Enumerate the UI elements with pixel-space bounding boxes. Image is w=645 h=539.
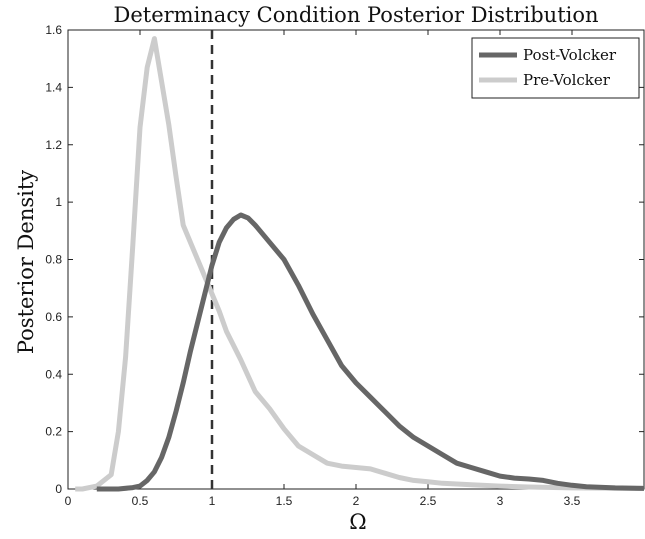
y-tick-label: 0.6 <box>45 310 62 324</box>
plot-frame <box>67 29 645 490</box>
y-tick-label: 1 <box>55 195 62 209</box>
series-line-pre-volcker <box>75 36 645 492</box>
series-lines <box>75 36 645 492</box>
series-line-post-volcker <box>96 212 645 492</box>
y-tick-label: 1.6 <box>45 23 62 37</box>
legend: Post-Volcker Pre-Volcker <box>471 37 640 99</box>
y-tick-label: 0 <box>55 482 62 496</box>
x-tick-label: 0.5 <box>132 494 149 508</box>
x-tick-label: 3 <box>497 494 504 508</box>
legend-box <box>471 37 640 99</box>
x-tick-label: 0 <box>65 494 72 508</box>
legend-label-pre-volcker: Pre-Volcker <box>523 71 611 89</box>
x-tick-label: 1.5 <box>276 494 293 508</box>
y-axis-label: Posterior Density <box>14 170 38 354</box>
y-tick-label: 0.8 <box>45 253 62 267</box>
chart-title: Determinacy Condition Posterior Distribu… <box>113 3 598 27</box>
x-axis-label: Ω <box>349 510 366 534</box>
ticks: 0 0.5 1 1.5 2 2.5 3 3.5 0 0.2 0.4 0.6 0.8 1 1.2 1.4 1.6 <box>45 23 644 508</box>
legend-label-post-volcker: Post-Volcker <box>523 46 617 64</box>
y-tick-label: 1.4 <box>45 80 62 94</box>
x-tick-label: 2 <box>353 494 360 508</box>
x-tick-label: 1 <box>209 494 216 508</box>
y-tick-label: 0.2 <box>45 425 62 439</box>
y-tick-label: 1.2 <box>45 138 62 152</box>
y-tick-label: 0.4 <box>45 367 62 381</box>
x-tick-label: 2.5 <box>420 494 437 508</box>
x-tick-label: 3.5 <box>564 494 581 508</box>
